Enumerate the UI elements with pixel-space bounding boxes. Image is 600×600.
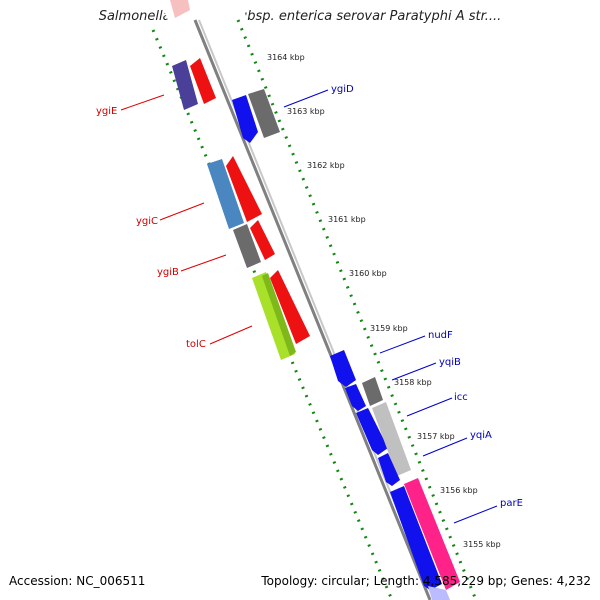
gene-arrow-yqiA-blue[interactable] [378, 453, 400, 486]
gene-block-ygiC-steelblue[interactable] [207, 159, 244, 229]
gene-arrow-tolC-red[interactable] [270, 270, 310, 344]
gene-block-icc-grey[interactable] [362, 377, 383, 406]
gene-label-ygiB[interactable]: ygiB [157, 267, 179, 278]
kbp-tick-label: 3157 kbp [417, 432, 455, 441]
gene-label-ygiD[interactable]: ygiD [331, 84, 354, 95]
gene-label-icc[interactable]: icc [454, 392, 468, 403]
gene-block-bottom-lavender [428, 586, 450, 600]
kbp-tick-label: 3155 kbp [463, 540, 501, 549]
gene-arrow-parE-blue[interactable] [390, 486, 442, 590]
pointer-icc [406, 397, 453, 417]
tick-rail-right [236, 19, 478, 600]
gene-label-yqiB[interactable]: yqiB [439, 357, 461, 368]
kbp-tick-label: 3161 kbp [328, 215, 366, 224]
gene-block-icc-lightgrey[interactable] [372, 402, 411, 476]
gene-block-ygiE-purple[interactable] [172, 60, 198, 110]
gene-label-nudF[interactable]: nudF [428, 330, 453, 341]
kbp-tick-label: 3164 kbp [267, 53, 305, 62]
gene-label-tolC[interactable]: tolC [186, 339, 206, 350]
gene-arrow-ygiC-red[interactable] [226, 156, 262, 222]
kbp-tick-label: 3156 kbp [440, 486, 478, 495]
pointer-nudF [379, 335, 426, 354]
gene-arrow-ygiD-blue[interactable] [232, 95, 258, 143]
kbp-tick-label: 3159 kbp [370, 324, 408, 333]
pointer-yqiB [391, 362, 437, 381]
pointer-tolC [209, 325, 253, 345]
gene-arrow-yqiB-blue[interactable] [345, 384, 366, 411]
gene-arrow-nudF-blue[interactable] [330, 350, 356, 387]
kbp-tick-label: 3162 kbp [307, 161, 345, 170]
pointer-ygiB [180, 254, 227, 272]
gene-block-ygiD-grey[interactable] [248, 89, 280, 138]
gene-label-yqiA[interactable]: yqiA [470, 430, 492, 441]
kbp-tick-label: 3163 kbp [287, 107, 325, 116]
gene-label-ygiE[interactable]: ygiE [96, 106, 117, 117]
gene-arrow-icc-blue[interactable] [356, 408, 388, 455]
pointer-yqiA [422, 437, 468, 457]
pointer-ygiC [159, 202, 205, 221]
gene-label-parE[interactable]: parE [500, 498, 523, 509]
kbp-tick-label: 3158 kbp [394, 378, 432, 387]
accession-label: Accession: NC_006511 [9, 574, 146, 588]
gene-label-ygiC[interactable]: ygiC [136, 216, 158, 227]
gene-arrow-top-partial [170, 0, 190, 18]
gene-block-ygiB-grey[interactable] [233, 224, 261, 268]
gene-block-tolC-lime-shade [262, 273, 296, 356]
kbp-tick-label: 3160 kbp [349, 269, 387, 278]
gene-arrow-ygiE-red[interactable] [190, 58, 216, 104]
gene-arrow-ygiB-red[interactable] [250, 220, 275, 260]
pointer-ygiD [283, 89, 329, 108]
pointer-parE [453, 505, 498, 524]
backbone-line [193, 19, 432, 600]
gene-arrow-parE-pink[interactable] [404, 478, 460, 590]
genome-stats-label: Topology: circular; Length: 4,585,229 bp… [261, 574, 591, 588]
pointer-ygiE [120, 94, 165, 111]
